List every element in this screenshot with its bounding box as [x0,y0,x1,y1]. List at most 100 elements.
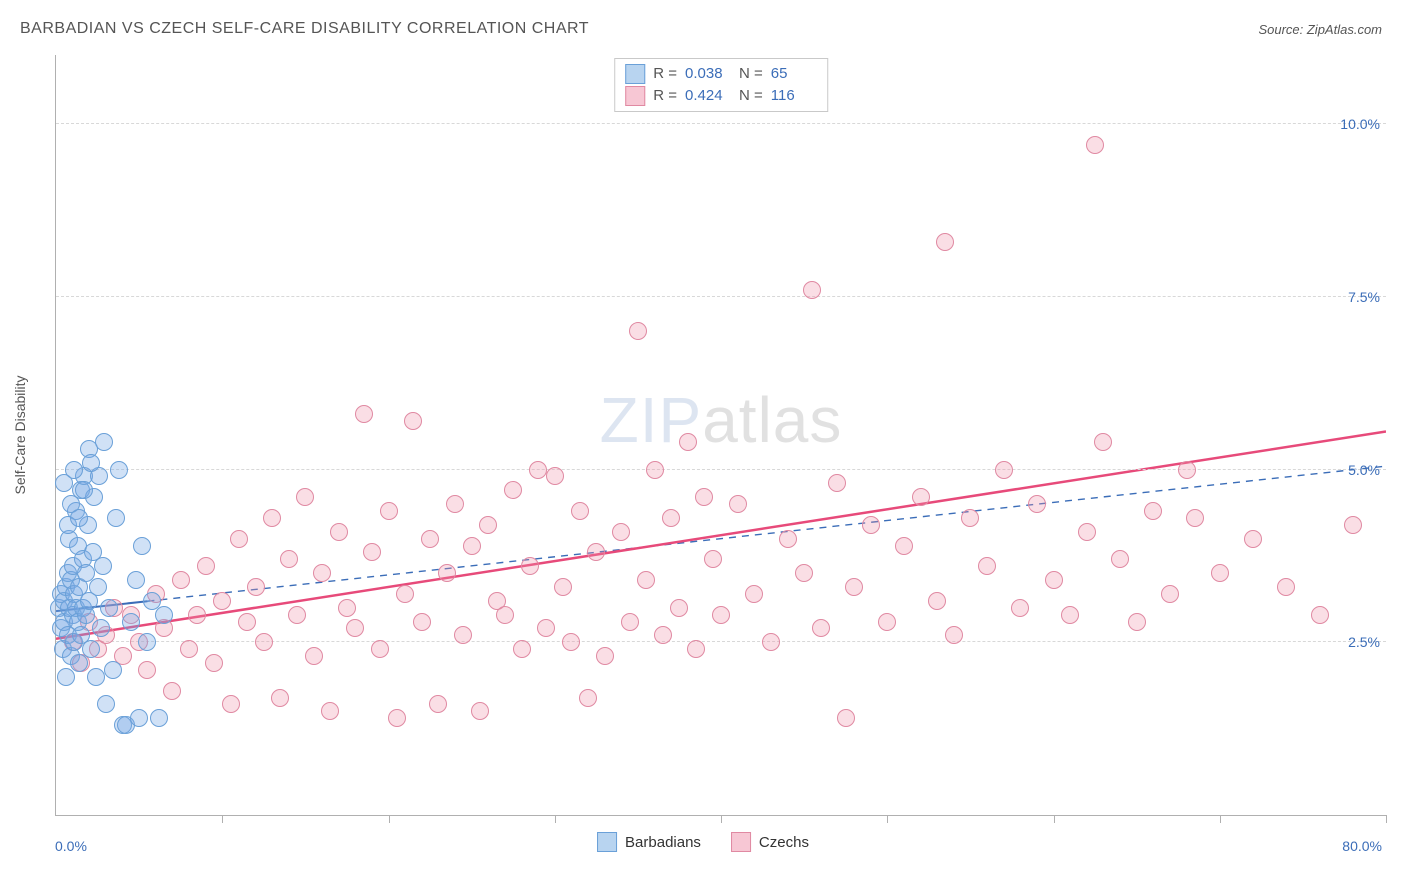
data-point-czechs [404,412,422,430]
data-point-barbadians [97,695,115,713]
legend-stats-row-1: R = 0.038 N = 65 [625,63,817,85]
data-point-czechs [413,613,431,631]
data-point-czechs [729,495,747,513]
data-point-czechs [197,557,215,575]
data-point-czechs [296,488,314,506]
data-point-barbadians [110,461,128,479]
data-point-czechs [637,571,655,589]
data-point-czechs [238,613,256,631]
legend-item-barbadians: Barbadians [597,832,701,852]
data-point-czechs [679,433,697,451]
data-point-czechs [1344,516,1362,534]
data-point-czechs [1186,509,1204,527]
data-point-czechs [355,405,373,423]
x-tick [389,815,390,823]
data-point-czechs [1061,606,1079,624]
data-point-czechs [496,606,514,624]
data-point-czechs [862,516,880,534]
x-tick [555,815,556,823]
data-point-czechs [1045,571,1063,589]
trend-lines [56,55,1386,815]
legend-swatch-barbadians [597,832,617,852]
data-point-czechs [230,530,248,548]
legend-swatch-czechs [731,832,751,852]
legend-item-czechs: Czechs [731,832,809,852]
legend-bottom: Barbadians Czechs [597,832,809,852]
data-point-barbadians [57,668,75,686]
legend-label-barbadians: Barbadians [625,834,701,851]
data-point-czechs [271,689,289,707]
data-point-czechs [812,619,830,637]
data-point-barbadians [130,709,148,727]
data-point-czechs [878,613,896,631]
data-point-czechs [446,495,464,513]
data-point-barbadians [89,578,107,596]
data-point-czechs [1311,606,1329,624]
chart-container: BARBADIAN VS CZECH SELF-CARE DISABILITY … [0,0,1406,892]
data-point-czechs [172,571,190,589]
data-point-czechs [1028,495,1046,513]
data-point-czechs [305,647,323,665]
legend-R-value-1: 0.038 [685,63,731,85]
data-point-barbadians [75,481,93,499]
data-point-czechs [571,502,589,520]
data-point-czechs [1144,502,1162,520]
x-min-label: 0.0% [55,838,87,854]
data-point-barbadians [82,640,100,658]
data-point-czechs [995,461,1013,479]
data-point-czechs [936,233,954,251]
data-point-czechs [1277,578,1295,596]
data-point-czechs [529,461,547,479]
data-point-czechs [695,488,713,506]
data-point-czechs [138,661,156,679]
data-point-czechs [263,509,281,527]
x-tick [721,815,722,823]
grid-line [56,123,1386,124]
data-point-barbadians [127,571,145,589]
x-tick [1054,815,1055,823]
data-point-barbadians [100,599,118,617]
legend-swatch-czechs [625,86,645,106]
data-point-barbadians [138,633,156,651]
legend-N-value-1: 65 [771,63,817,85]
data-point-czechs [579,689,597,707]
data-point-barbadians [70,509,88,527]
x-tick [887,815,888,823]
data-point-czechs [562,633,580,651]
data-point-czechs [1128,613,1146,631]
legend-label-czechs: Czechs [759,834,809,851]
data-point-czechs [247,578,265,596]
data-point-czechs [670,599,688,617]
data-point-czechs [587,543,605,561]
data-point-czechs [654,626,672,644]
data-point-czechs [961,509,979,527]
source-label: Source: ZipAtlas.com [1258,22,1382,37]
data-point-czechs [388,709,406,727]
y-tick-label: 5.0% [1348,462,1380,478]
legend-R-label: R = [653,85,677,107]
data-point-czechs [978,557,996,575]
data-point-barbadians [95,433,113,451]
data-point-czechs [471,702,489,720]
data-point-czechs [363,543,381,561]
data-point-czechs [828,474,846,492]
data-point-czechs [895,537,913,555]
data-point-barbadians [122,613,140,631]
data-point-czechs [704,550,722,568]
chart-title: BARBADIAN VS CZECH SELF-CARE DISABILITY … [20,20,589,38]
data-point-czechs [1011,599,1029,617]
y-tick-label: 2.5% [1348,634,1380,650]
legend-N-label: N = [739,85,763,107]
data-point-czechs [1111,550,1129,568]
data-point-czechs [280,550,298,568]
data-point-czechs [321,702,339,720]
data-point-barbadians [150,709,168,727]
data-point-czechs [205,654,223,672]
plot-area: ZIPatlas R = 0.038 N = 65 R = 0.424 N = … [55,55,1386,816]
data-point-czechs [546,467,564,485]
data-point-czechs [945,626,963,644]
legend-swatch-barbadians [625,64,645,84]
data-point-barbadians [94,557,112,575]
data-point-czechs [180,640,198,658]
data-point-czechs [380,502,398,520]
